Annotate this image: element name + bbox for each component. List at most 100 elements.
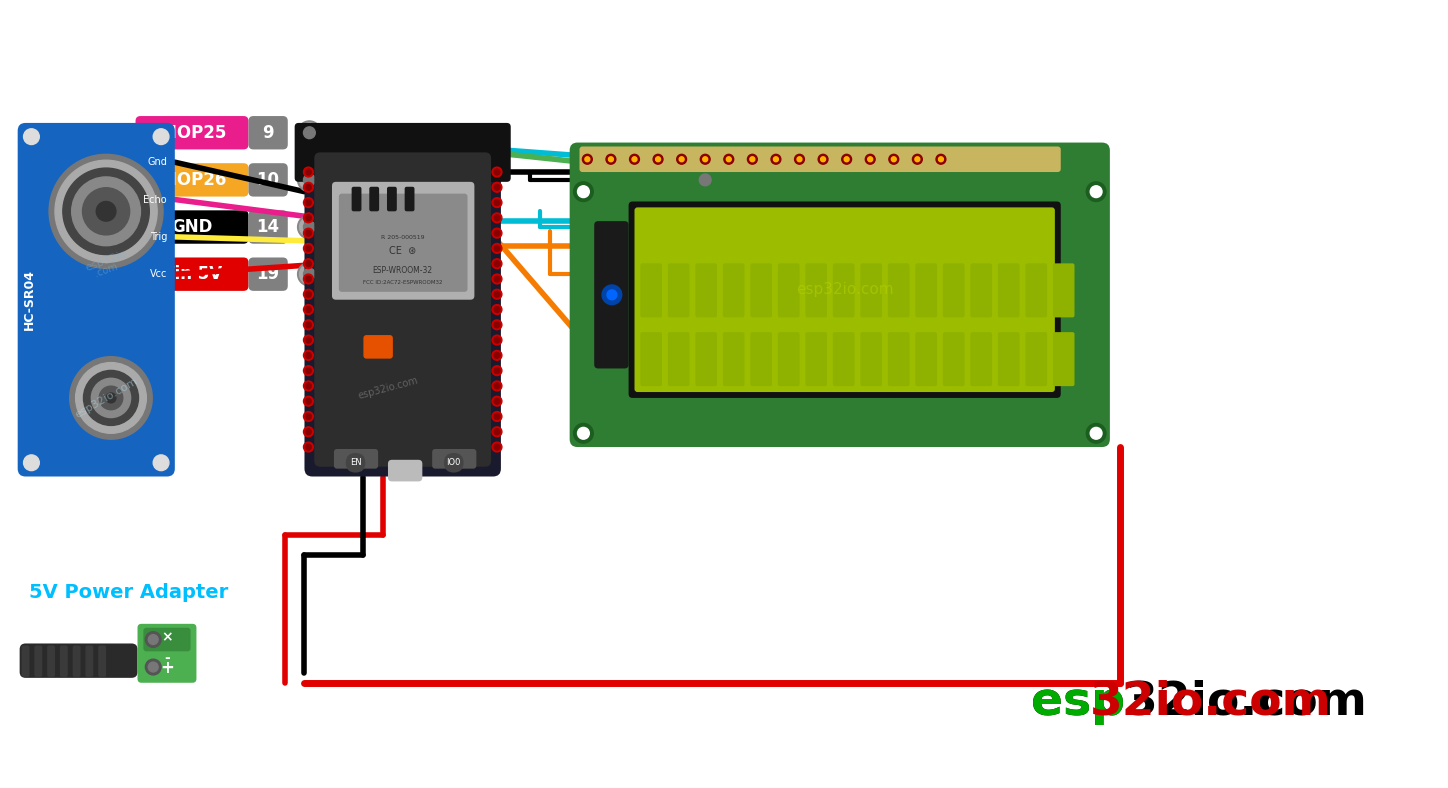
Circle shape: [494, 261, 500, 266]
FancyBboxPatch shape: [249, 210, 288, 243]
Circle shape: [867, 157, 873, 162]
Circle shape: [699, 268, 711, 280]
FancyBboxPatch shape: [805, 263, 827, 318]
Circle shape: [148, 634, 158, 645]
Circle shape: [304, 335, 313, 345]
Circle shape: [494, 398, 500, 404]
Circle shape: [304, 167, 313, 177]
Circle shape: [304, 221, 316, 233]
Circle shape: [306, 444, 311, 450]
FancyBboxPatch shape: [750, 263, 772, 318]
Circle shape: [492, 427, 502, 437]
FancyBboxPatch shape: [249, 116, 288, 150]
Circle shape: [306, 246, 311, 251]
Circle shape: [1086, 423, 1106, 443]
FancyBboxPatch shape: [970, 263, 992, 318]
Circle shape: [106, 393, 116, 403]
Text: 32io.com: 32io.com: [1090, 680, 1332, 725]
Circle shape: [304, 366, 313, 376]
Circle shape: [306, 215, 311, 221]
Circle shape: [304, 268, 316, 280]
FancyBboxPatch shape: [445, 453, 463, 473]
Circle shape: [298, 262, 321, 286]
Circle shape: [578, 186, 589, 198]
Circle shape: [841, 154, 851, 164]
Circle shape: [1090, 427, 1102, 439]
Text: Echo: Echo: [143, 195, 167, 205]
Circle shape: [492, 335, 502, 345]
FancyBboxPatch shape: [723, 332, 744, 386]
Text: +: +: [161, 659, 174, 677]
Circle shape: [304, 274, 313, 284]
Text: 9: 9: [262, 124, 274, 142]
Circle shape: [145, 660, 161, 675]
Circle shape: [306, 307, 311, 313]
Circle shape: [62, 168, 149, 255]
Circle shape: [494, 352, 500, 359]
Circle shape: [821, 157, 825, 162]
Circle shape: [304, 127, 316, 139]
FancyBboxPatch shape: [249, 163, 288, 196]
FancyBboxPatch shape: [314, 152, 491, 466]
FancyBboxPatch shape: [860, 332, 882, 386]
FancyBboxPatch shape: [72, 645, 81, 677]
Circle shape: [304, 229, 313, 238]
FancyBboxPatch shape: [778, 332, 799, 386]
FancyBboxPatch shape: [352, 187, 362, 211]
Circle shape: [492, 167, 502, 177]
Circle shape: [695, 170, 715, 190]
Text: HC-SR04: HC-SR04: [23, 269, 36, 330]
FancyBboxPatch shape: [943, 263, 964, 318]
Circle shape: [679, 157, 683, 162]
FancyBboxPatch shape: [727, 163, 766, 196]
FancyBboxPatch shape: [35, 645, 42, 677]
Text: GIOP22: GIOP22: [788, 218, 857, 236]
FancyBboxPatch shape: [750, 332, 772, 386]
FancyBboxPatch shape: [249, 258, 288, 291]
Circle shape: [702, 157, 708, 162]
Circle shape: [306, 199, 311, 206]
Circle shape: [695, 264, 715, 284]
Circle shape: [492, 396, 502, 406]
FancyBboxPatch shape: [20, 644, 138, 678]
Circle shape: [492, 411, 502, 422]
Text: IO0: IO0: [446, 459, 460, 467]
FancyBboxPatch shape: [138, 624, 197, 682]
Circle shape: [892, 157, 896, 162]
FancyBboxPatch shape: [888, 263, 909, 318]
FancyBboxPatch shape: [1053, 263, 1074, 318]
Circle shape: [770, 154, 780, 164]
Circle shape: [494, 322, 500, 328]
Circle shape: [492, 442, 502, 452]
FancyBboxPatch shape: [860, 263, 882, 318]
FancyBboxPatch shape: [136, 258, 249, 291]
Circle shape: [304, 396, 313, 406]
Circle shape: [492, 320, 502, 329]
Circle shape: [83, 188, 130, 235]
FancyBboxPatch shape: [805, 332, 827, 386]
Circle shape: [578, 427, 589, 439]
Circle shape: [492, 258, 502, 269]
Circle shape: [694, 262, 717, 286]
FancyBboxPatch shape: [136, 210, 249, 243]
Circle shape: [153, 455, 169, 470]
FancyBboxPatch shape: [369, 187, 379, 211]
FancyBboxPatch shape: [339, 194, 468, 292]
FancyBboxPatch shape: [766, 258, 879, 291]
Circle shape: [304, 174, 316, 186]
Circle shape: [494, 414, 500, 419]
Circle shape: [694, 215, 717, 239]
Circle shape: [55, 160, 158, 262]
Circle shape: [492, 198, 502, 207]
Circle shape: [306, 352, 311, 359]
Circle shape: [492, 274, 502, 284]
Circle shape: [306, 398, 311, 404]
Circle shape: [492, 229, 502, 238]
FancyBboxPatch shape: [1025, 263, 1047, 318]
Circle shape: [608, 157, 614, 162]
Circle shape: [630, 154, 640, 164]
Circle shape: [306, 230, 311, 236]
FancyBboxPatch shape: [970, 332, 992, 386]
Circle shape: [300, 264, 319, 284]
Circle shape: [494, 307, 500, 313]
